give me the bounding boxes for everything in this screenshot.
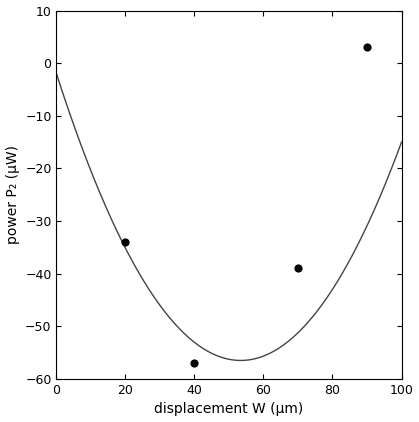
Point [191,360,198,367]
Point [364,44,370,51]
Y-axis label: power P₂ (μW): power P₂ (μW) [5,145,20,244]
X-axis label: displacement W (μm): displacement W (μm) [154,403,304,417]
Point [122,239,129,246]
Point [295,265,301,272]
